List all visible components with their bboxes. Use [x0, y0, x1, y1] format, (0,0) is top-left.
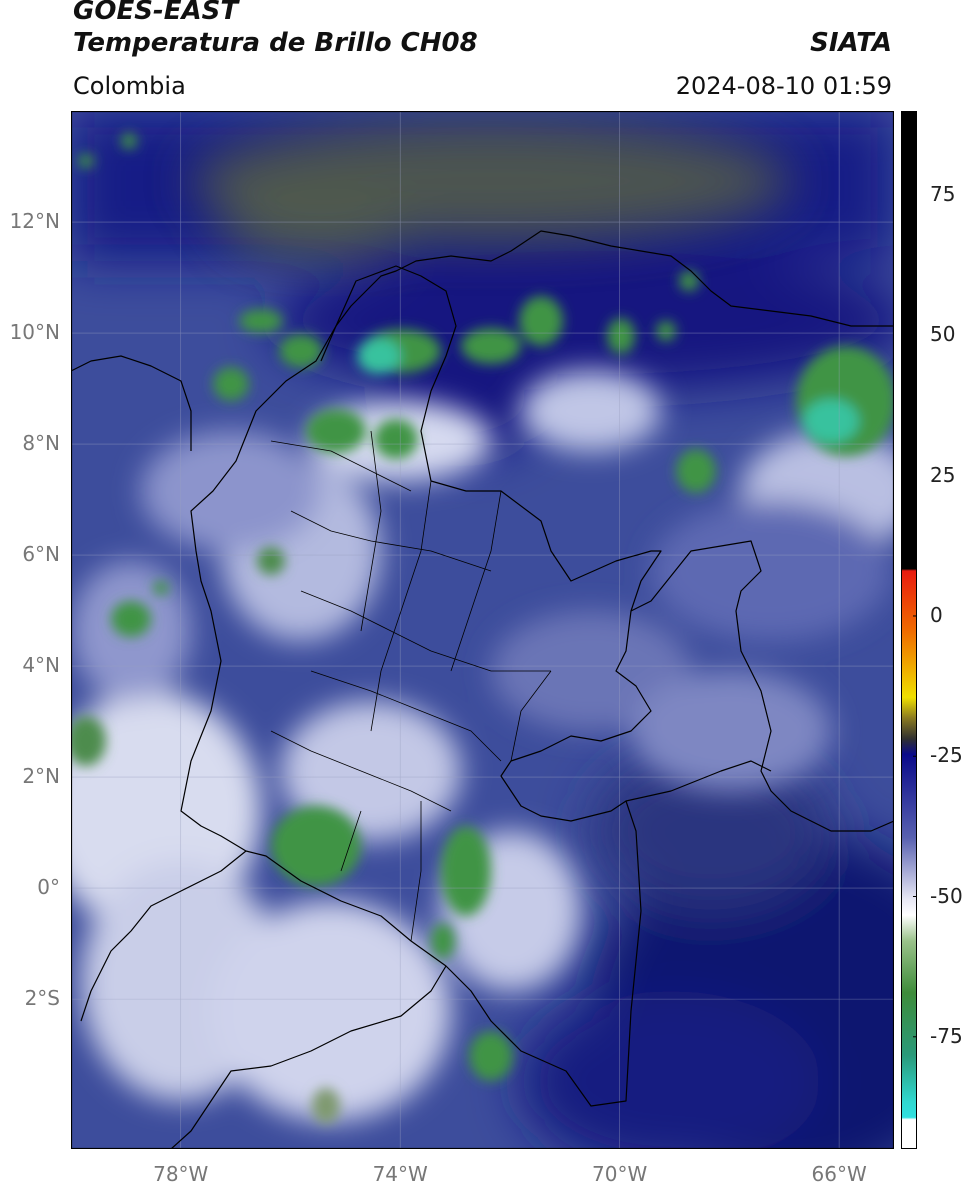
brazil-border — [625, 760, 772, 802]
map-frame — [71, 111, 894, 1149]
ecuador-border — [80, 850, 247, 1022]
satellite-map — [71, 111, 894, 1149]
lat-tick-label: 2°N — [22, 764, 60, 789]
timestamp-label: 2024-08-10 01:59 — [675, 72, 892, 100]
colorbar-tick-label: -75 — [930, 1023, 963, 1048]
lon-tick-label: 70°W — [592, 1162, 648, 1186]
lat-tick-label: 12°N — [9, 209, 60, 234]
colorbar-tick-label: -25 — [930, 743, 963, 768]
colorbar-tick-label: 50 — [930, 322, 956, 347]
lat-tick-label: 6°N — [22, 542, 60, 567]
lon-tick-label: 78°W — [153, 1162, 209, 1186]
lat-tick-label: 10°N — [9, 320, 60, 345]
lat-tick-label: 2°S — [24, 986, 60, 1011]
lon-tick-label: 74°W — [372, 1162, 428, 1186]
peru-border — [170, 965, 447, 1149]
colorbar — [901, 111, 917, 1149]
upper-dry-layer — [191, 121, 791, 256]
region-label: Colombia — [73, 72, 186, 100]
convective-cells — [71, 133, 894, 1124]
internal-departments — [270, 430, 552, 942]
political-boundaries — [71, 230, 894, 1149]
product-title: Temperatura de Brillo CH08 — [73, 28, 478, 58]
satellite-title: GOES-EAST — [73, 0, 239, 26]
caribbean-coast — [320, 230, 894, 362]
lon-tick-label: 66°W — [811, 1162, 867, 1186]
venezuela-border — [630, 540, 894, 832]
lat-tick-label: 8°N — [22, 431, 60, 456]
gridlines — [71, 111, 894, 1149]
lat-tick-label: 0° — [37, 875, 60, 900]
brand-label: SIATA — [810, 28, 892, 58]
colombia-border — [180, 265, 662, 1107]
panama-coast — [71, 355, 192, 451]
lat-tick-label: 4°N — [22, 653, 60, 678]
colorbar-tick-label: 0 — [930, 602, 943, 627]
colorbar-tick-label: -50 — [930, 883, 963, 908]
colorbar-tick-label: 75 — [930, 182, 956, 207]
colorbar-tick-label: 25 — [930, 462, 956, 487]
